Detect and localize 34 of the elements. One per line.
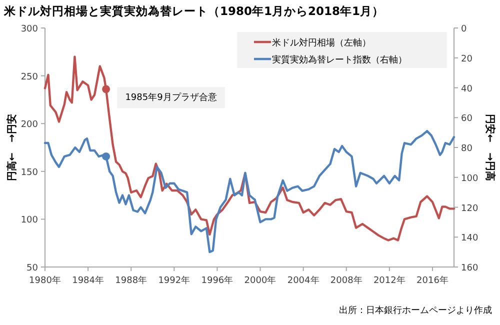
annotation: 1985年9月プラザ合意: [125, 92, 217, 104]
line-series: [44, 130, 456, 254]
y-tick-label: 50: [26, 264, 38, 274]
x-tick-label: 1992年: [158, 275, 190, 286]
y2-tick-label: 80: [461, 144, 473, 154]
y-tick-label: 250: [20, 72, 38, 82]
y-tick-label: 100: [20, 216, 38, 226]
y2-tick-label: 120: [461, 204, 478, 214]
y-tick-label: 300: [20, 24, 38, 34]
y-axis-title: 円高← →円安: [6, 114, 18, 181]
y2-tick-label: 140: [461, 234, 478, 244]
x-tick-label: 2012年: [373, 275, 406, 286]
line-series: [44, 56, 456, 242]
legend-label: 米ドル対円相場（左軸）: [272, 38, 371, 48]
x-tick-label: 1980年: [29, 275, 61, 286]
text: 出所：日本銀行ホームページより作成: [339, 305, 492, 316]
x-tick-label: 1984年: [72, 275, 104, 286]
x-tick-label: 2000年: [244, 275, 276, 286]
y2-tick-label: 100: [461, 174, 478, 184]
x-tick-label: 2004年: [287, 275, 320, 286]
y2-tick-label: 40: [461, 84, 473, 94]
y2-tick-label: 0: [461, 24, 467, 34]
x-tick-label: 2016年: [416, 275, 448, 286]
legend-label: 実質実効為替レート指数（右軸）: [272, 54, 407, 66]
x-tick-label: 1988年: [115, 275, 148, 286]
y2-tick-label: 60: [461, 114, 473, 124]
y-tick-label: 150: [20, 168, 38, 178]
y2-tick-label: 160: [461, 264, 478, 274]
y2-tick-label: 20: [461, 54, 473, 64]
chart-title: 米ドル対円相場と実質実効為替レート（1980年1月から2018年1月）: [3, 4, 384, 18]
x-tick-label: 1996年: [201, 275, 234, 286]
y-tick-label: 200: [20, 120, 38, 130]
x-tick-label: 2008年: [330, 275, 362, 286]
y2-axis-title: 円安← →円高: [484, 114, 496, 181]
